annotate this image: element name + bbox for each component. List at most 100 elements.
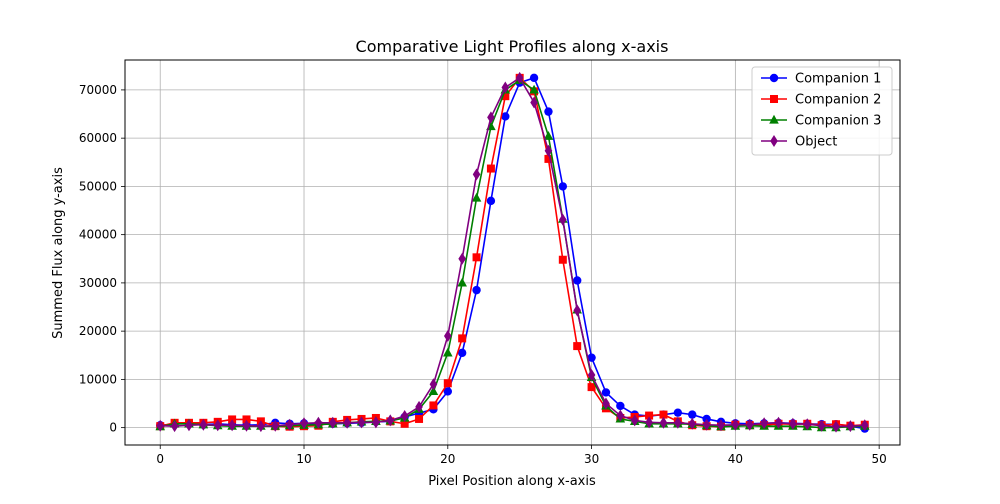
x-tick-label: 30 — [584, 452, 599, 466]
legend-label: Object — [795, 135, 837, 150]
y-tick-label: 30000 — [79, 276, 117, 290]
data-point — [501, 112, 510, 121]
legend-label: Companion 1 — [795, 72, 881, 87]
series-object — [156, 71, 869, 433]
data-point — [442, 347, 453, 357]
data-point — [573, 304, 582, 317]
legend-entry: Companion 3 — [761, 114, 881, 129]
data-point — [343, 416, 351, 429]
data-point — [501, 92, 510, 101]
legend-marker — [770, 135, 778, 147]
data-point — [530, 96, 538, 109]
data-point — [242, 415, 251, 424]
chart-title: Comparative Light Profiles along x-axis — [356, 37, 669, 56]
data-point — [789, 417, 797, 430]
data-point — [285, 418, 294, 431]
legend-marker — [769, 114, 779, 124]
data-point — [544, 154, 553, 163]
y-tick-label: 60000 — [79, 131, 117, 145]
data-point — [645, 411, 654, 420]
data-point — [659, 416, 668, 429]
data-point — [515, 71, 524, 84]
data-point — [314, 416, 323, 429]
legend: Companion 1 Companion 2 Companion 3 Object — [751, 66, 893, 156]
data-point — [559, 213, 567, 226]
data-point — [443, 379, 452, 388]
x-axis-label: Pixel Position along x-axis — [428, 474, 596, 489]
data-point — [400, 410, 409, 423]
x-tick-label: 50 — [872, 452, 887, 466]
data-point — [745, 418, 754, 431]
data-point — [372, 416, 380, 429]
data-point — [415, 414, 424, 423]
data-point — [242, 419, 251, 432]
x-tick-label: 40 — [728, 452, 743, 466]
data-point — [674, 416, 682, 429]
legend-box — [751, 66, 893, 156]
data-point — [558, 182, 568, 191]
legend-items: Companion 1 Companion 2 Companion 3 Object — [761, 72, 881, 150]
data-point — [587, 369, 596, 382]
y-tick-label: 50000 — [79, 179, 117, 193]
data-point — [156, 419, 165, 432]
data-point — [803, 418, 812, 431]
data-point — [472, 285, 481, 295]
data-point — [328, 416, 337, 429]
series-layer — [155, 71, 870, 433]
data-point — [170, 420, 179, 433]
data-point — [573, 276, 582, 285]
grid-lines — [125, 60, 900, 445]
data-point — [543, 131, 554, 140]
data-point — [860, 419, 869, 432]
data-point — [357, 416, 366, 429]
y-tick-label: 20000 — [79, 324, 117, 338]
data-point — [428, 386, 439, 396]
data-point — [529, 73, 539, 83]
data-point — [486, 164, 495, 173]
data-point — [429, 401, 438, 410]
data-point — [443, 387, 452, 396]
y-tick-label: 10000 — [79, 372, 117, 386]
data-point — [228, 419, 236, 432]
y-tick-label: 70000 — [79, 83, 117, 97]
legend-entry: Companion 1 — [761, 72, 881, 87]
data-point — [300, 417, 308, 430]
legend-marker — [770, 95, 778, 103]
data-point — [386, 414, 395, 427]
data-point — [659, 410, 668, 419]
data-point — [774, 416, 783, 429]
x-tick-label: 10 — [296, 452, 311, 466]
data-point — [731, 418, 740, 431]
data-point — [587, 383, 596, 392]
data-point — [688, 417, 697, 430]
y-tick-label: 0 — [109, 421, 117, 435]
data-point — [443, 329, 452, 342]
legend-marker — [769, 73, 779, 83]
data-point — [213, 419, 222, 432]
x-tick-label: 0 — [156, 452, 164, 466]
data-point — [486, 196, 496, 206]
data-point — [544, 144, 553, 157]
data-point — [487, 111, 495, 124]
data-point — [630, 414, 639, 427]
data-point — [601, 388, 611, 397]
data-point — [688, 410, 697, 419]
data-point — [760, 417, 768, 430]
data-point — [673, 408, 683, 417]
data-point — [616, 409, 625, 422]
data-point — [544, 107, 553, 116]
legend-entry: Object — [761, 135, 837, 150]
data-point — [472, 168, 481, 181]
y-tick-label: 40000 — [79, 228, 117, 242]
data-point — [616, 401, 625, 411]
data-point — [529, 84, 539, 94]
data-point — [185, 419, 193, 432]
data-point — [501, 81, 510, 94]
plot-frame — [124, 59, 901, 446]
data-point — [602, 397, 610, 410]
data-point — [587, 353, 596, 362]
y-axis-label: Summed Flux along y-axis — [51, 167, 66, 339]
data-point — [472, 253, 481, 262]
